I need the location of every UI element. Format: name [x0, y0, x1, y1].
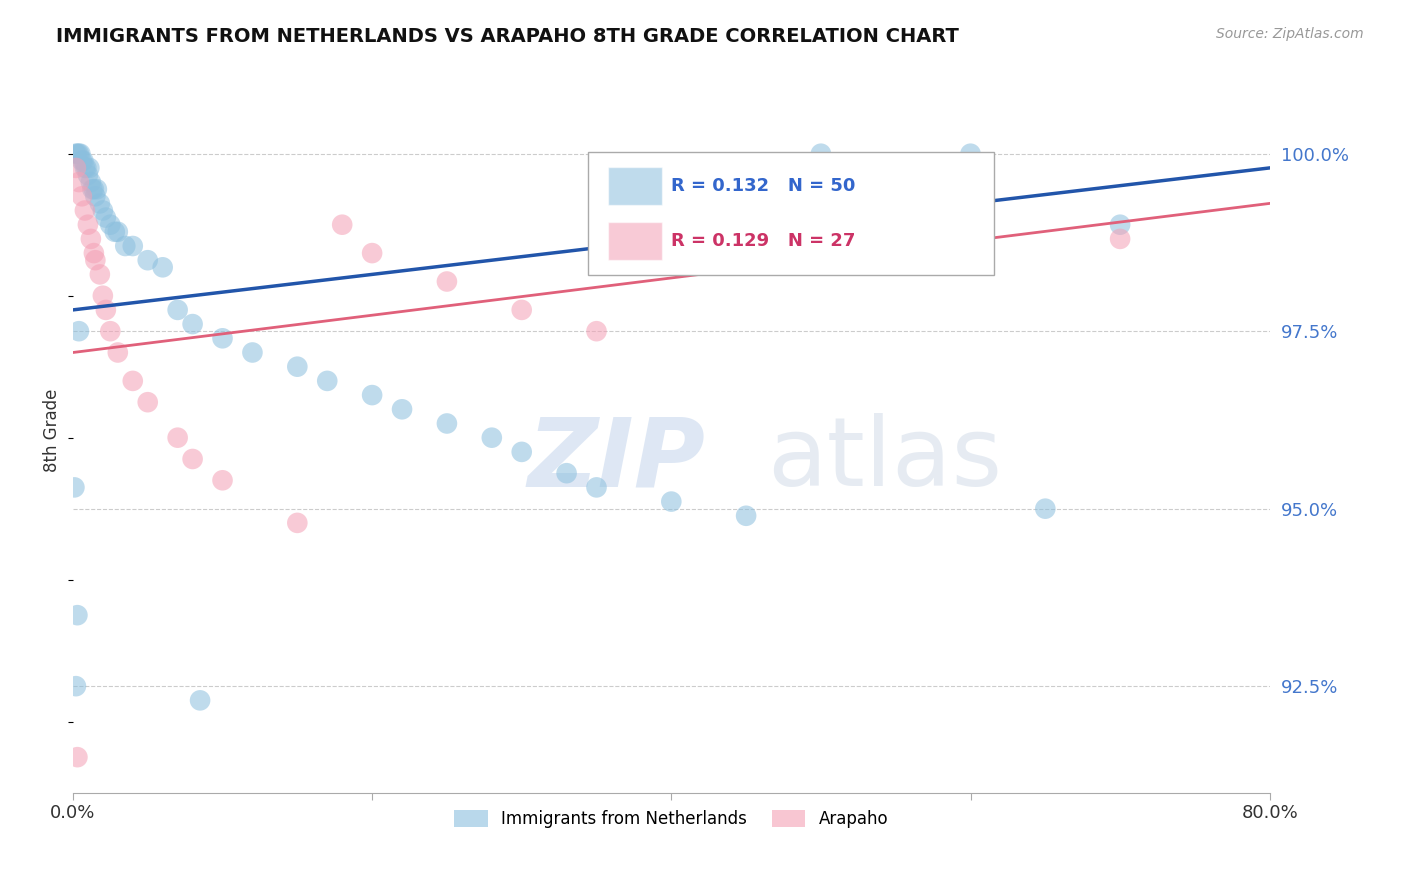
Point — [510, 302, 533, 317]
Point — [659, 494, 682, 508]
Point — [361, 388, 384, 402]
Text: Source: ZipAtlas.com: Source: ZipAtlas.com — [1216, 27, 1364, 41]
Point — [70, 189, 93, 203]
Text: atlas: atlas — [768, 413, 1002, 506]
Point — [67, 175, 90, 189]
Point — [73, 161, 96, 175]
Point — [107, 225, 129, 239]
Point — [436, 417, 458, 431]
Point — [67, 324, 90, 338]
Point — [80, 232, 103, 246]
Point — [810, 146, 832, 161]
Point — [555, 466, 578, 480]
Point — [330, 218, 353, 232]
Point — [1109, 232, 1132, 246]
Point — [585, 324, 607, 338]
Y-axis label: 8th Grade: 8th Grade — [44, 389, 60, 472]
Point — [114, 239, 136, 253]
Point — [84, 253, 107, 268]
Point — [75, 161, 97, 175]
Point — [121, 239, 143, 253]
Point — [73, 203, 96, 218]
Point — [83, 246, 105, 260]
Point — [107, 345, 129, 359]
Point — [79, 161, 101, 175]
Point — [884, 182, 907, 196]
Point — [211, 331, 233, 345]
Point — [884, 182, 907, 196]
Point — [211, 473, 233, 487]
Point — [89, 268, 111, 282]
Point — [65, 146, 87, 161]
Point — [89, 196, 111, 211]
Point — [66, 146, 89, 161]
Point — [959, 146, 981, 161]
Text: ZIP: ZIP — [527, 413, 706, 506]
Point — [391, 402, 413, 417]
Point — [77, 218, 100, 232]
Point — [166, 431, 188, 445]
Point — [77, 168, 100, 182]
Legend: Immigrants from Netherlands, Arapaho: Immigrants from Netherlands, Arapaho — [447, 804, 894, 835]
Point — [72, 153, 94, 168]
Point — [481, 431, 503, 445]
Point — [166, 302, 188, 317]
Point — [181, 317, 204, 331]
Point — [84, 189, 107, 203]
FancyBboxPatch shape — [607, 167, 662, 204]
Point — [65, 679, 87, 693]
Point — [285, 516, 308, 530]
Point — [188, 693, 211, 707]
Point — [285, 359, 308, 374]
Point — [98, 324, 121, 338]
Point — [242, 345, 264, 359]
Point — [80, 175, 103, 189]
Point — [66, 608, 89, 623]
Point — [66, 750, 89, 764]
Point — [121, 374, 143, 388]
Point — [98, 218, 121, 232]
Point — [136, 253, 159, 268]
Point — [69, 146, 91, 161]
Point — [94, 211, 117, 225]
Point — [136, 395, 159, 409]
Point — [585, 480, 607, 494]
FancyBboxPatch shape — [588, 152, 994, 275]
Point — [181, 452, 204, 467]
Point — [65, 161, 87, 175]
Point — [510, 445, 533, 459]
Point — [735, 508, 758, 523]
Point — [63, 480, 86, 494]
Point — [91, 289, 114, 303]
Point — [104, 225, 127, 239]
Point — [436, 275, 458, 289]
Point — [152, 260, 174, 275]
Point — [1033, 501, 1056, 516]
Point — [86, 182, 108, 196]
Text: IMMIGRANTS FROM NETHERLANDS VS ARAPAHO 8TH GRADE CORRELATION CHART: IMMIGRANTS FROM NETHERLANDS VS ARAPAHO 8… — [56, 27, 959, 45]
Text: R = 0.132   N = 50: R = 0.132 N = 50 — [671, 177, 856, 194]
Point — [70, 153, 93, 168]
Text: R = 0.129   N = 27: R = 0.129 N = 27 — [671, 232, 856, 250]
Point — [316, 374, 339, 388]
Point — [91, 203, 114, 218]
Point — [83, 182, 105, 196]
Point — [94, 302, 117, 317]
Point — [361, 246, 384, 260]
Point — [1109, 218, 1132, 232]
Point — [82, 182, 104, 196]
Point — [67, 146, 90, 161]
FancyBboxPatch shape — [607, 222, 662, 260]
